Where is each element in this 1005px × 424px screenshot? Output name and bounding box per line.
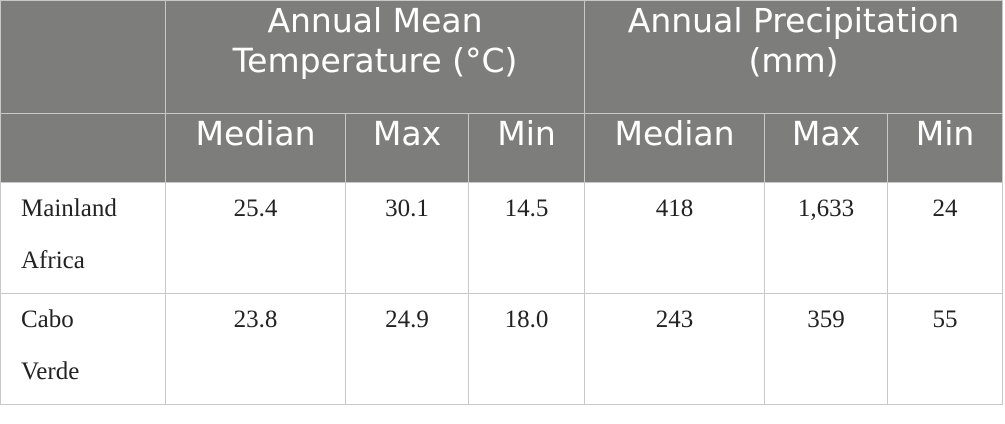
- row-label-line: Mainland: [21, 195, 117, 222]
- table-row: Cabo Verde 23.8 24.9 18.0 243 359 55: [0, 293, 1004, 405]
- column-header: Max: [345, 113, 469, 183]
- table-cell: 24.9: [345, 293, 469, 405]
- table-cell: 1,633: [764, 182, 889, 294]
- column-header-row: Median Max Min Median Max Min: [0, 113, 1004, 183]
- row-label: Cabo Verde: [0, 293, 166, 405]
- row-label-line: Cabo: [21, 306, 74, 333]
- row-label: Mainland Africa: [0, 182, 166, 294]
- column-header: Max: [764, 113, 889, 183]
- table-cell: 24: [887, 182, 1004, 294]
- corner-cell: [0, 113, 166, 183]
- table-cell: 18.0: [467, 293, 586, 405]
- table-cell: 243: [584, 293, 766, 405]
- group-header-temperature: Annual Mean Temperature (°C): [164, 0, 586, 114]
- group-header-row: Annual Mean Temperature (°C) Annual Prec…: [0, 0, 1004, 114]
- table-cell: 359: [764, 293, 889, 405]
- column-header: Median: [584, 113, 766, 183]
- table-cell: 23.8: [165, 293, 346, 405]
- row-label-line: Africa: [21, 247, 85, 274]
- table-cell: 14.5: [467, 182, 586, 294]
- column-header: Min: [887, 113, 1004, 183]
- column-header: Min: [467, 113, 586, 183]
- table-cell: 55: [887, 293, 1004, 405]
- data-table: Annual Mean Temperature (°C) Annual Prec…: [0, 0, 1004, 405]
- group-header-precipitation: Annual Precipitation (mm): [584, 0, 1004, 114]
- column-header: Median: [165, 113, 346, 183]
- corner-cell: [0, 0, 166, 114]
- row-label-line: Verde: [21, 358, 80, 385]
- table-cell: 30.1: [345, 182, 469, 294]
- table-cell: 418: [584, 182, 766, 294]
- table-cell: 25.4: [165, 182, 346, 294]
- table-row: Mainland Africa 25.4 30.1 14.5 418 1,633 …: [0, 182, 1004, 294]
